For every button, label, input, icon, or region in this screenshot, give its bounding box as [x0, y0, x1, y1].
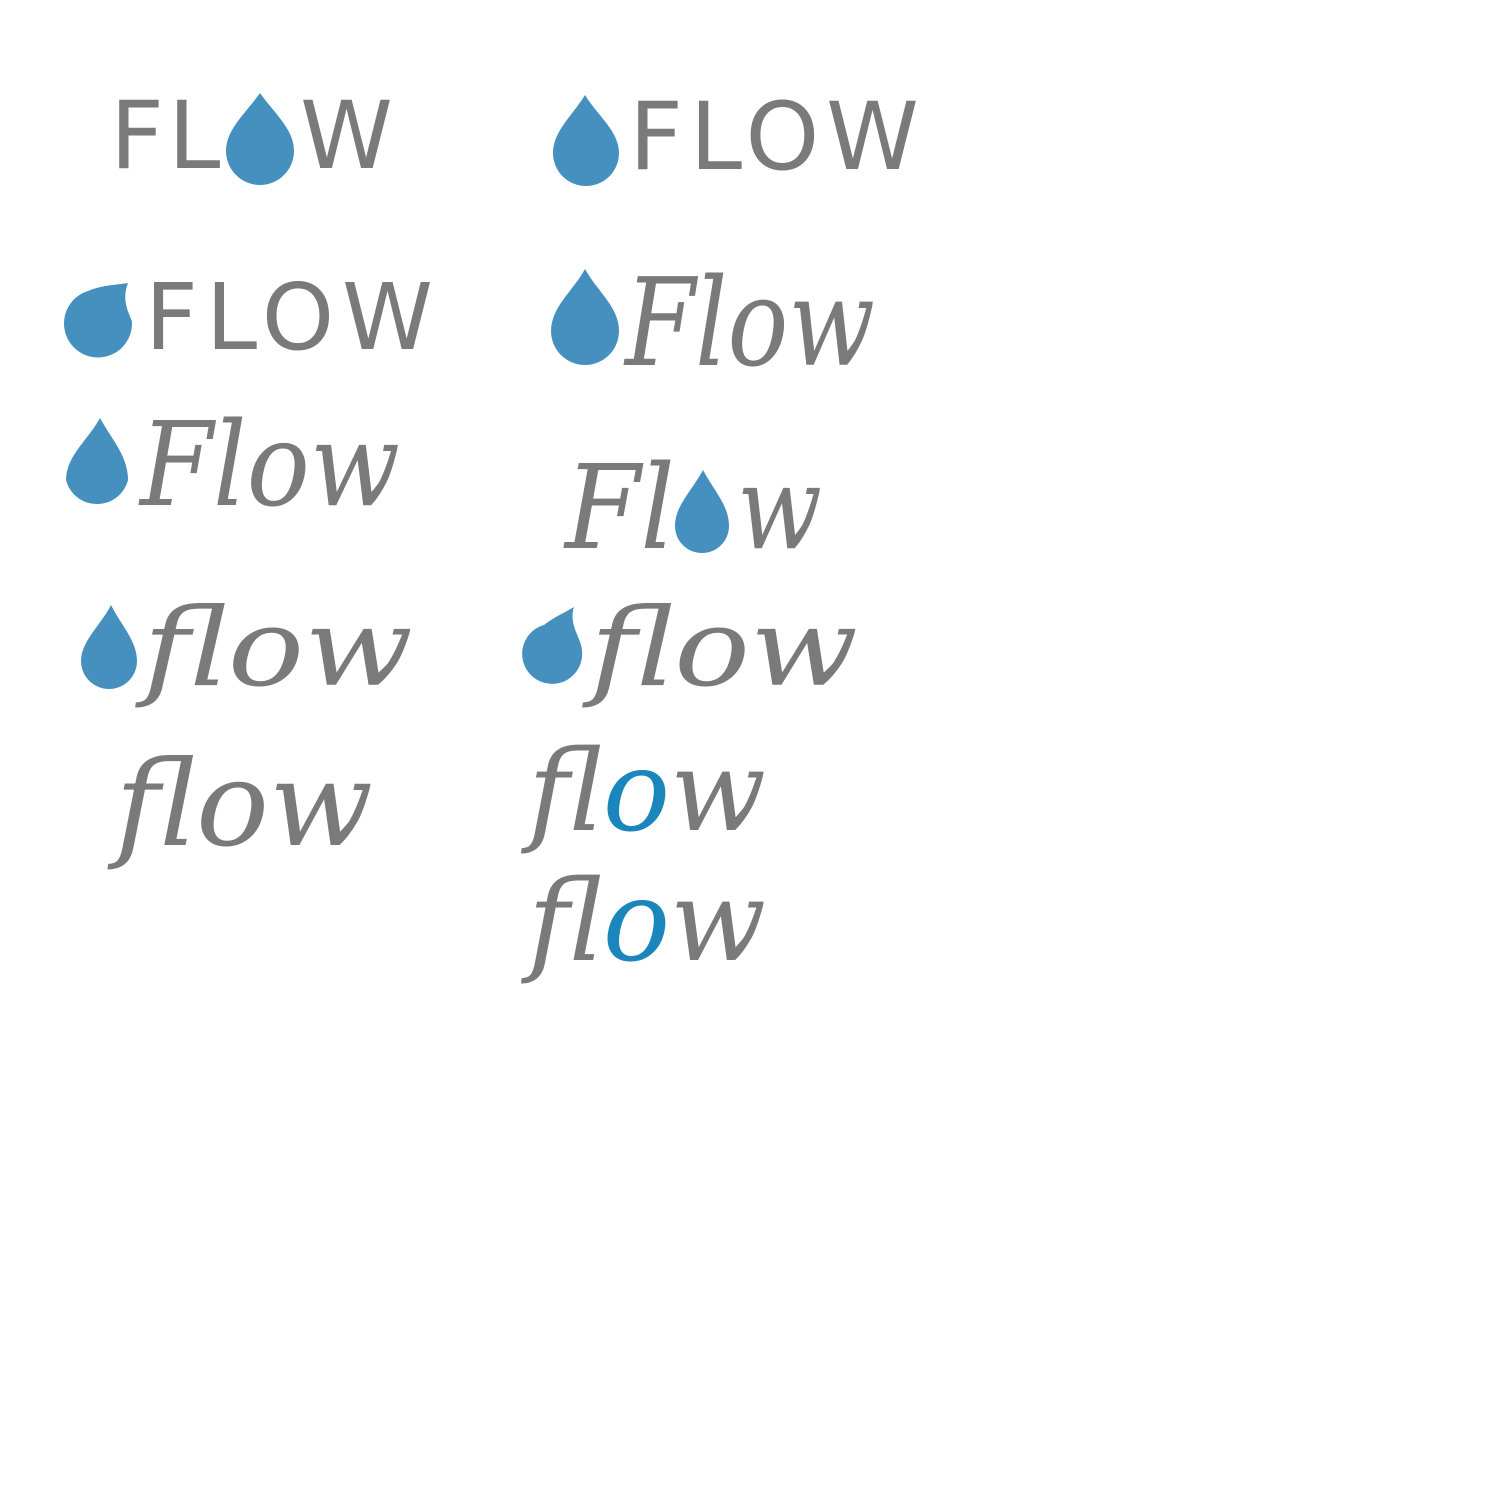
svg-text:flow: flow: [521, 857, 766, 987]
logo-flow-script-drop-as-o: Fl w: [563, 441, 822, 576]
water-drop-icon: [81, 605, 137, 689]
logo-wordmark: Flow: [623, 252, 875, 394]
logo-wordmark: FLOW: [145, 264, 433, 371]
logo-letter-l: L: [168, 82, 220, 191]
water-drop-icon: [226, 93, 294, 185]
water-drop-icon: [66, 418, 128, 505]
logo-letters-fl: fl: [521, 727, 603, 857]
water-drop-icon: [553, 95, 619, 186]
logo-flow-cursive-blue-o-b: flow: [521, 857, 766, 987]
logo-drop-flow-script-large: Flow: [551, 252, 875, 394]
logo-letter-o-accent: o: [603, 857, 670, 987]
logo-tilted-drop-flow-caps: FLOW: [64, 264, 433, 371]
logo-letter-f: F: [110, 82, 164, 191]
logo-flow-caps-drop-as-o: F L W: [110, 82, 393, 191]
water-drop-icon: [551, 269, 619, 365]
logo-wordmark: Flow: [138, 398, 400, 533]
logo-wordmark: flow: [107, 735, 373, 873]
logo-letter-w: w: [670, 727, 766, 857]
water-drop-icon: [675, 470, 729, 553]
logo-drop-flow-cursive-b: flow: [522, 586, 858, 711]
logo-flow-cursive-plain: flow: [107, 735, 373, 873]
logo-drop-flow-caps: FLOW: [553, 83, 919, 192]
logo-drop-flow-script: Flow: [66, 398, 400, 533]
logo-letters-fl: fl: [521, 857, 603, 987]
logo-wordmark: flow: [135, 586, 413, 711]
logo-letter-w: w: [737, 441, 822, 576]
logo-letter-w: w: [670, 857, 766, 987]
logo-wordmark: flow: [582, 586, 858, 711]
tilted-water-drop-icon: [522, 607, 583, 684]
logo-drop-flow-cursive-a: flow: [81, 586, 413, 711]
logo-letters-fl: Fl: [563, 441, 675, 576]
tilted-water-drop-icon: [64, 283, 133, 358]
logo-wordmark: FLOW: [629, 83, 919, 192]
logo-letter-o-accent: o: [603, 727, 670, 857]
logo-flow-cursive-blue-o-a: flow: [521, 727, 766, 857]
svg-text:flow: flow: [521, 727, 766, 857]
logo-letter-w: W: [300, 82, 393, 191]
